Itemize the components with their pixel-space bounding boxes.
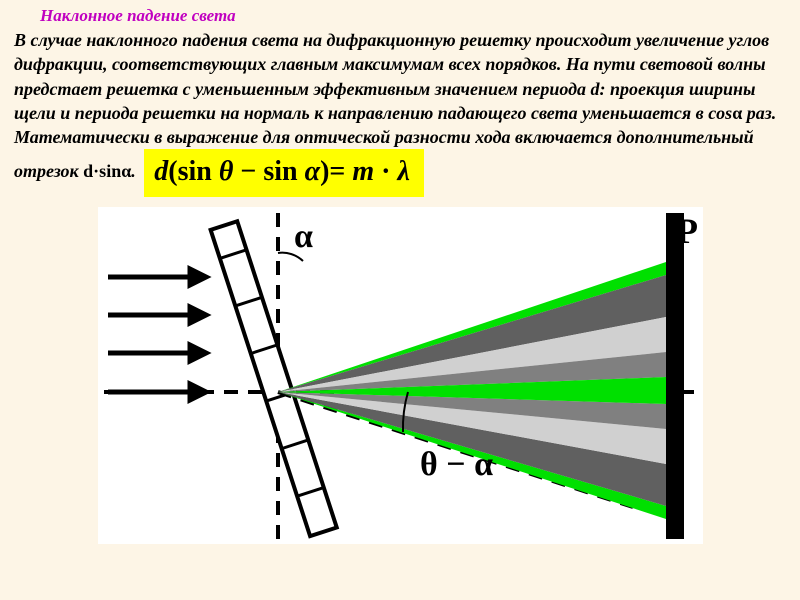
diagram-container: P α θ − α [14, 207, 786, 544]
formula-minus: − [233, 156, 263, 187]
page-title: Наклонное падение света [40, 6, 786, 26]
formula-cdot: · [374, 156, 397, 187]
formula-sin2: sin [263, 156, 297, 187]
formula-theta: θ [219, 156, 234, 187]
label-p: P [676, 211, 698, 251]
body-alpha-1: α [732, 103, 742, 123]
body-tail-d: d·sin [83, 162, 121, 182]
formula-eq: = [329, 156, 352, 187]
formula-sin1: sin [178, 156, 212, 187]
formula-d: d [154, 156, 168, 187]
body-tail-dot: . [131, 162, 136, 182]
formula-m: m [352, 156, 374, 187]
body-text: В случае наклонного падения света на диф… [14, 28, 786, 197]
formula-box: d(sin θ − sin α)= m · λ [144, 149, 424, 197]
label-theta-minus-alpha: θ − α [420, 446, 493, 483]
formula-alpha: α [305, 156, 321, 187]
body-span-1: В случае наклонного падения света на диф… [14, 30, 769, 123]
body-tail-alpha: α [121, 162, 131, 182]
formula-lambda: λ [398, 156, 410, 187]
diffraction-diagram: P α θ − α [98, 207, 703, 544]
label-alpha: α [294, 218, 313, 255]
formula-lpar: ( [168, 156, 177, 187]
